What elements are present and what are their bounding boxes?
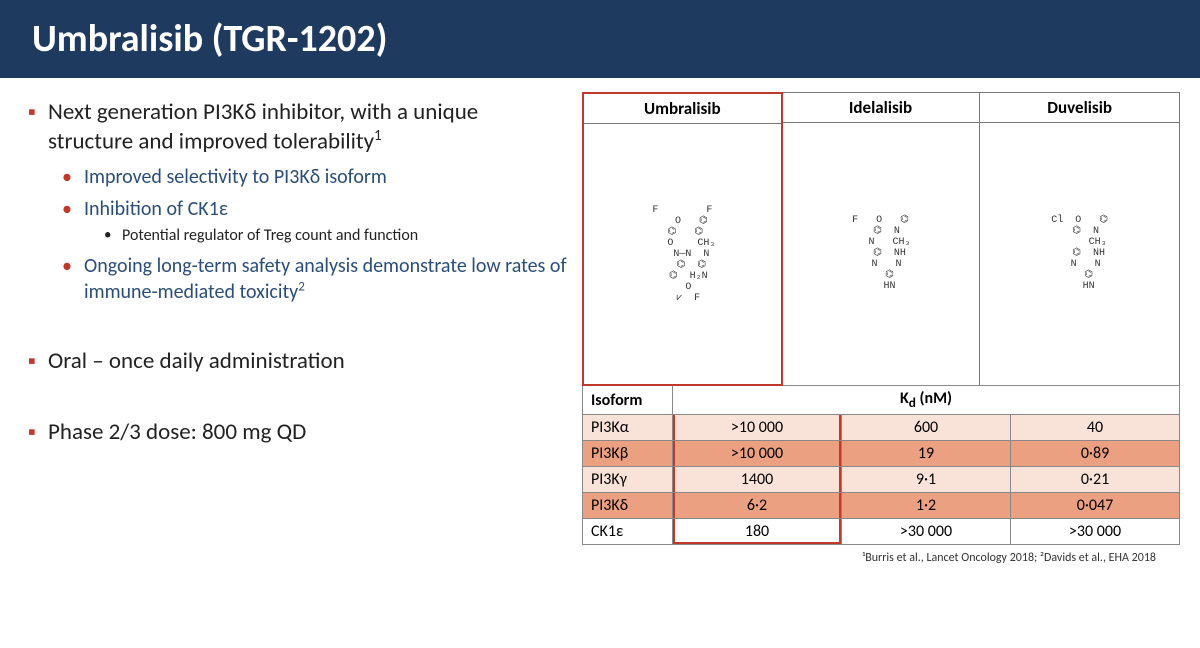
structure-cell: UmbralisibF F O ⌬ ⌬ ⌬ O CH₃ N—N N ⌬ ⌬ ⌬ …: [582, 92, 783, 386]
isoform-cell: PI3Kβ: [583, 441, 673, 467]
bullet-2: Oral – once daily administration: [28, 347, 568, 376]
kd-cell: >10 000: [673, 415, 842, 441]
slide-title: Umbralisib (TGR-1202): [0, 0, 1200, 78]
bullet-1c-text: Ongoing long-term safety analysis demons…: [84, 254, 567, 304]
bullet-3: Phase 2/3 dose: 800 mg QD: [28, 418, 568, 447]
isoform-cell: PI3Kα: [583, 415, 673, 441]
structure-cell: IdelalisibF O ⌬ ⌬ N N CH₃ ⌬ NH N N ⌬ HN: [782, 93, 981, 385]
kd-header: Kd (nM): [673, 386, 1180, 415]
kd-cell: 0·21: [1011, 467, 1180, 493]
structure-cell: DuvelisibCl O ⌬ ⌬ N CH₃ ⌬ NH N N ⌬ HN: [980, 93, 1179, 385]
bullet-1c: Ongoing long-term safety analysis demons…: [62, 253, 568, 305]
kd-cell: >30 000: [1011, 519, 1180, 545]
bullet-column: Next generation PI3Kδ inhibitor, with a …: [28, 92, 568, 565]
molecule-diagram: F O ⌬ ⌬ N N CH₃ ⌬ NH N N ⌬ HN: [782, 123, 980, 383]
kd-cell: 0·89: [1011, 441, 1180, 467]
kd-cell: 40: [1011, 415, 1180, 441]
isoform-cell: PI3Kδ: [583, 493, 673, 519]
kd-cell: 6·2: [673, 493, 842, 519]
structure-row: UmbralisibF F O ⌬ ⌬ ⌬ O CH₃ N—N N ⌬ ⌬ ⌬ …: [582, 92, 1180, 386]
kd-cell: >10 000: [673, 441, 842, 467]
bullet-1c-sup: 2: [298, 279, 305, 294]
footnote: ¹Burris et al., Lancet Oncology 2018; ²D…: [582, 545, 1180, 565]
bullet-1b-text: Inhibition of CK1ε: [84, 197, 228, 221]
table-row: CK1ε180>30 000>30 000: [583, 519, 1180, 545]
kd-cell: 9·1: [842, 467, 1011, 493]
iso-header: Isoform: [583, 386, 673, 415]
bullet-1b: Inhibition of CK1ε Potential regulator o…: [62, 196, 568, 247]
drug-name: Idelalisib: [782, 93, 980, 123]
molecule-diagram: Cl O ⌬ ⌬ N CH₃ ⌬ NH N N ⌬ HN: [980, 123, 1179, 383]
bullet-1b-i: Potential regulator of Treg count and fu…: [104, 226, 568, 247]
molecule-diagram: F F O ⌬ ⌬ ⌬ O CH₃ N—N N ⌬ ⌬ ⌬ H₂N O ⩗ F: [584, 124, 781, 384]
bullet-1-text: Next generation PI3Kδ inhibitor, with a …: [48, 98, 478, 155]
kd-cell: 600: [842, 415, 1011, 441]
content-area: Next generation PI3Kδ inhibitor, with a …: [0, 78, 1200, 571]
kd-cell: 180: [673, 519, 842, 545]
bullet-1: Next generation PI3Kδ inhibitor, with a …: [28, 98, 568, 305]
isoform-cell: PI3Kγ: [583, 467, 673, 493]
table-row: PI3Kα>10 00060040: [583, 415, 1180, 441]
kd-table: Isoform Kd (nM) PI3Kα>10 00060040PI3Kβ>1…: [582, 385, 1180, 545]
bullet-1-sup: 1: [374, 127, 382, 145]
table-row: PI3Kδ6·21·20·047: [583, 493, 1180, 519]
kd-cell: 1400: [673, 467, 842, 493]
drug-name: Umbralisib: [584, 94, 781, 124]
kd-cell: >30 000: [842, 519, 1011, 545]
kd-cell: 1·2: [842, 493, 1011, 519]
table-row: PI3Kβ>10 000190·89: [583, 441, 1180, 467]
drug-name: Duvelisib: [980, 93, 1179, 123]
kd-cell: 0·047: [1011, 493, 1180, 519]
isoform-cell: CK1ε: [583, 519, 673, 545]
comparison-column: UmbralisibF F O ⌬ ⌬ ⌬ O CH₃ N—N N ⌬ ⌬ ⌬ …: [582, 92, 1180, 565]
bullet-1a: Improved selectivity to PI3Kδ isoform: [62, 164, 568, 190]
table-row: PI3Kγ14009·10·21: [583, 467, 1180, 493]
kd-cell: 19: [842, 441, 1011, 467]
